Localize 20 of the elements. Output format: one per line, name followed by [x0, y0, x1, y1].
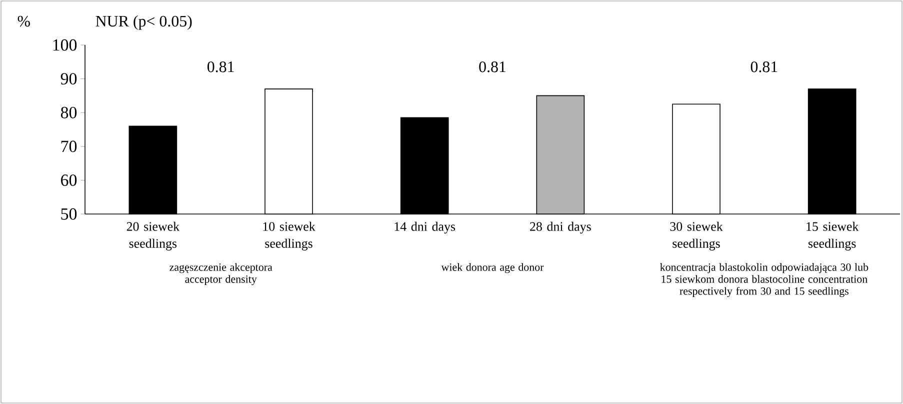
x-tick-label: 15 siewek seedlings — [806, 222, 859, 250]
y-tick-label: 100 — [53, 39, 77, 51]
y-tick-label: 70 — [61, 140, 77, 152]
text: wiek donora age donor — [441, 263, 544, 274]
x-tick-label: 10 siewek seedlings — [263, 222, 316, 250]
x-tick-label: 28 dni days — [530, 222, 591, 234]
annotation: 0.81 — [750, 61, 778, 72]
y-tick-label: 50 — [61, 208, 77, 220]
annotation: 0.81 — [208, 61, 234, 72]
x-tick-label: 20 siewek seedlings — [126, 222, 180, 250]
y-tick-label: 90 — [60, 73, 77, 85]
x-tick-label: 14 dni days — [394, 222, 456, 234]
annotation: 0.81 — [479, 61, 506, 72]
x-tick-label: 30 siewek seedlings — [670, 222, 723, 250]
y-tick-label: 60 — [61, 174, 77, 186]
y-axis-title: % — [18, 16, 30, 27]
y-tick-label: 80 — [60, 106, 77, 118]
chart-title: NUR (p< 0.05) — [96, 15, 192, 30]
text: koncentracja blastokolin odpowiadająca 30 lub 15 siewkom donora blastocoline concentration respectively from 30 and 15 seedlings — [660, 263, 868, 298]
text: zagęszczenie akceptora acceptor density — [170, 263, 272, 286]
